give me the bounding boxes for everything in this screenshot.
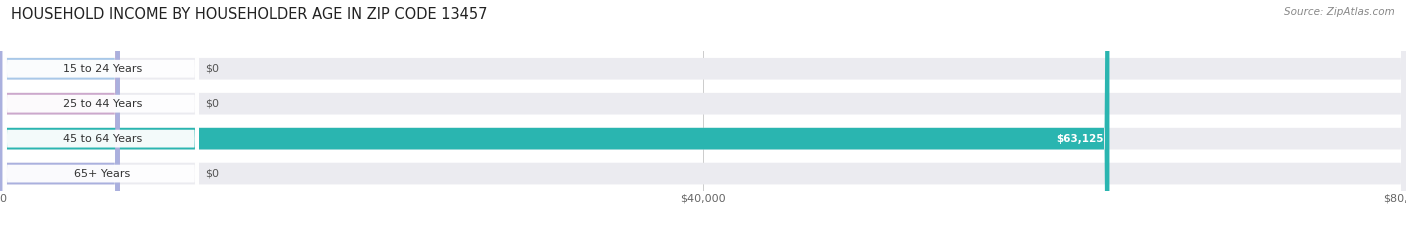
FancyBboxPatch shape — [0, 0, 120, 233]
FancyBboxPatch shape — [3, 0, 200, 233]
Text: $0: $0 — [205, 99, 219, 109]
FancyBboxPatch shape — [3, 0, 200, 233]
Text: $0: $0 — [205, 64, 219, 74]
FancyBboxPatch shape — [3, 0, 200, 233]
Text: 25 to 44 Years: 25 to 44 Years — [63, 99, 142, 109]
FancyBboxPatch shape — [0, 0, 120, 233]
Text: 15 to 24 Years: 15 to 24 Years — [63, 64, 142, 74]
Text: Source: ZipAtlas.com: Source: ZipAtlas.com — [1284, 7, 1395, 17]
Text: $0: $0 — [205, 169, 219, 178]
FancyBboxPatch shape — [0, 0, 1109, 233]
Text: $63,125: $63,125 — [1056, 134, 1104, 144]
FancyBboxPatch shape — [3, 0, 200, 233]
Text: 65+ Years: 65+ Years — [75, 169, 131, 178]
Text: HOUSEHOLD INCOME BY HOUSEHOLDER AGE IN ZIP CODE 13457: HOUSEHOLD INCOME BY HOUSEHOLDER AGE IN Z… — [11, 7, 488, 22]
FancyBboxPatch shape — [0, 0, 120, 233]
Text: 45 to 64 Years: 45 to 64 Years — [63, 134, 142, 144]
